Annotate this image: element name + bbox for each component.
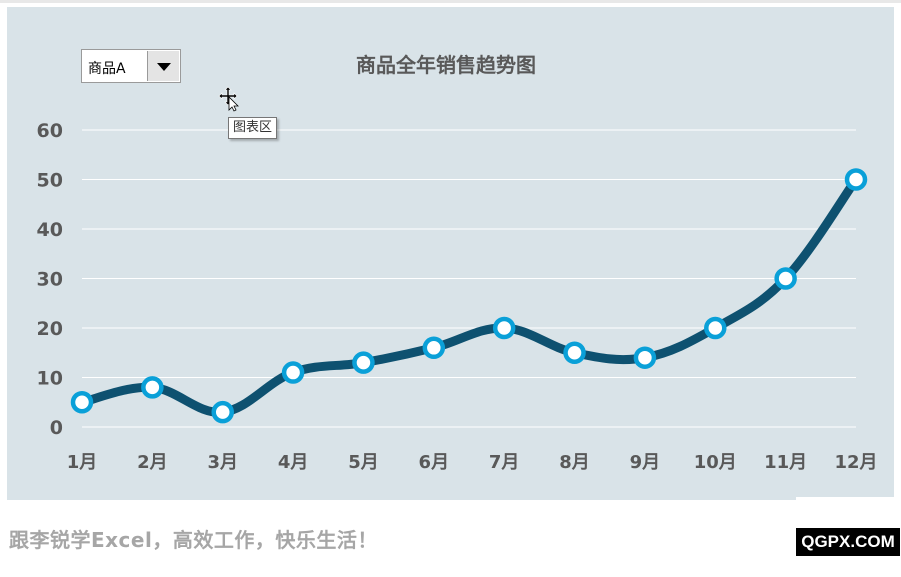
- x-tick-label: 3月: [207, 452, 238, 473]
- data-point-marker[interactable]: [844, 168, 868, 191]
- x-tick-label: 1月: [67, 452, 98, 473]
- data-point-marker[interactable]: [352, 351, 375, 374]
- y-tick-label: 30: [37, 269, 63, 291]
- x-tick-label: 7月: [489, 452, 520, 473]
- data-point-marker[interactable]: [422, 336, 446, 360]
- chart-area-tooltip: 图表区: [228, 117, 278, 139]
- y-tick-label: 50: [37, 170, 63, 192]
- move-cursor-icon: [218, 86, 239, 112]
- data-point-marker[interactable]: [70, 391, 94, 414]
- data-point-marker[interactable]: [633, 346, 657, 369]
- y-axis: 0 10 20 30 40 50 60: [37, 120, 63, 439]
- data-point-marker[interactable]: [563, 341, 586, 364]
- x-tick-label: 11月: [764, 452, 807, 473]
- x-tick-label: 8月: [559, 452, 590, 473]
- y-tick-label: 0: [50, 417, 63, 439]
- gridlines: [82, 129, 856, 428]
- x-tick-label: 4月: [278, 452, 309, 473]
- site-watermark: QGPX.COM: [796, 528, 900, 556]
- dropdown-arrow-button[interactable]: [147, 51, 179, 81]
- window-top-border: [0, 0, 901, 3]
- x-tick-label: 9月: [630, 452, 661, 473]
- data-point-marker[interactable]: [774, 267, 797, 290]
- product-select[interactable]: 商品A: [81, 49, 181, 83]
- series-markers: [70, 168, 868, 424]
- chart-area[interactable]: [7, 7, 894, 500]
- x-axis: 1月 2月 3月 4月 5月 6月 7月 8月 9月 10月 11月 12月: [67, 452, 878, 473]
- chevron-down-icon: [157, 63, 171, 71]
- data-point-marker[interactable]: [211, 400, 234, 424]
- x-tick-label: 12月: [834, 452, 877, 473]
- data-point-marker[interactable]: [492, 316, 516, 340]
- x-tick-label: 6月: [419, 452, 450, 473]
- data-point-marker[interactable]: [141, 376, 164, 399]
- y-tick-label: 60: [37, 120, 63, 142]
- chart-title: 商品全年销售趋势图: [356, 53, 536, 77]
- data-point-marker[interactable]: [281, 361, 305, 384]
- corner-block: [796, 497, 901, 528]
- product-select-value: 商品A: [88, 61, 126, 77]
- x-tick-label: 10月: [694, 452, 737, 473]
- y-tick-label: 10: [37, 368, 63, 390]
- x-tick-label: 5月: [348, 452, 379, 473]
- data-point-marker[interactable]: [704, 316, 727, 340]
- footer-slogan: 跟李锐学Excel，高效工作，快乐生活！: [9, 528, 378, 552]
- y-tick-label: 40: [37, 219, 63, 241]
- x-tick-label: 2月: [137, 452, 168, 473]
- y-tick-label: 20: [37, 318, 63, 340]
